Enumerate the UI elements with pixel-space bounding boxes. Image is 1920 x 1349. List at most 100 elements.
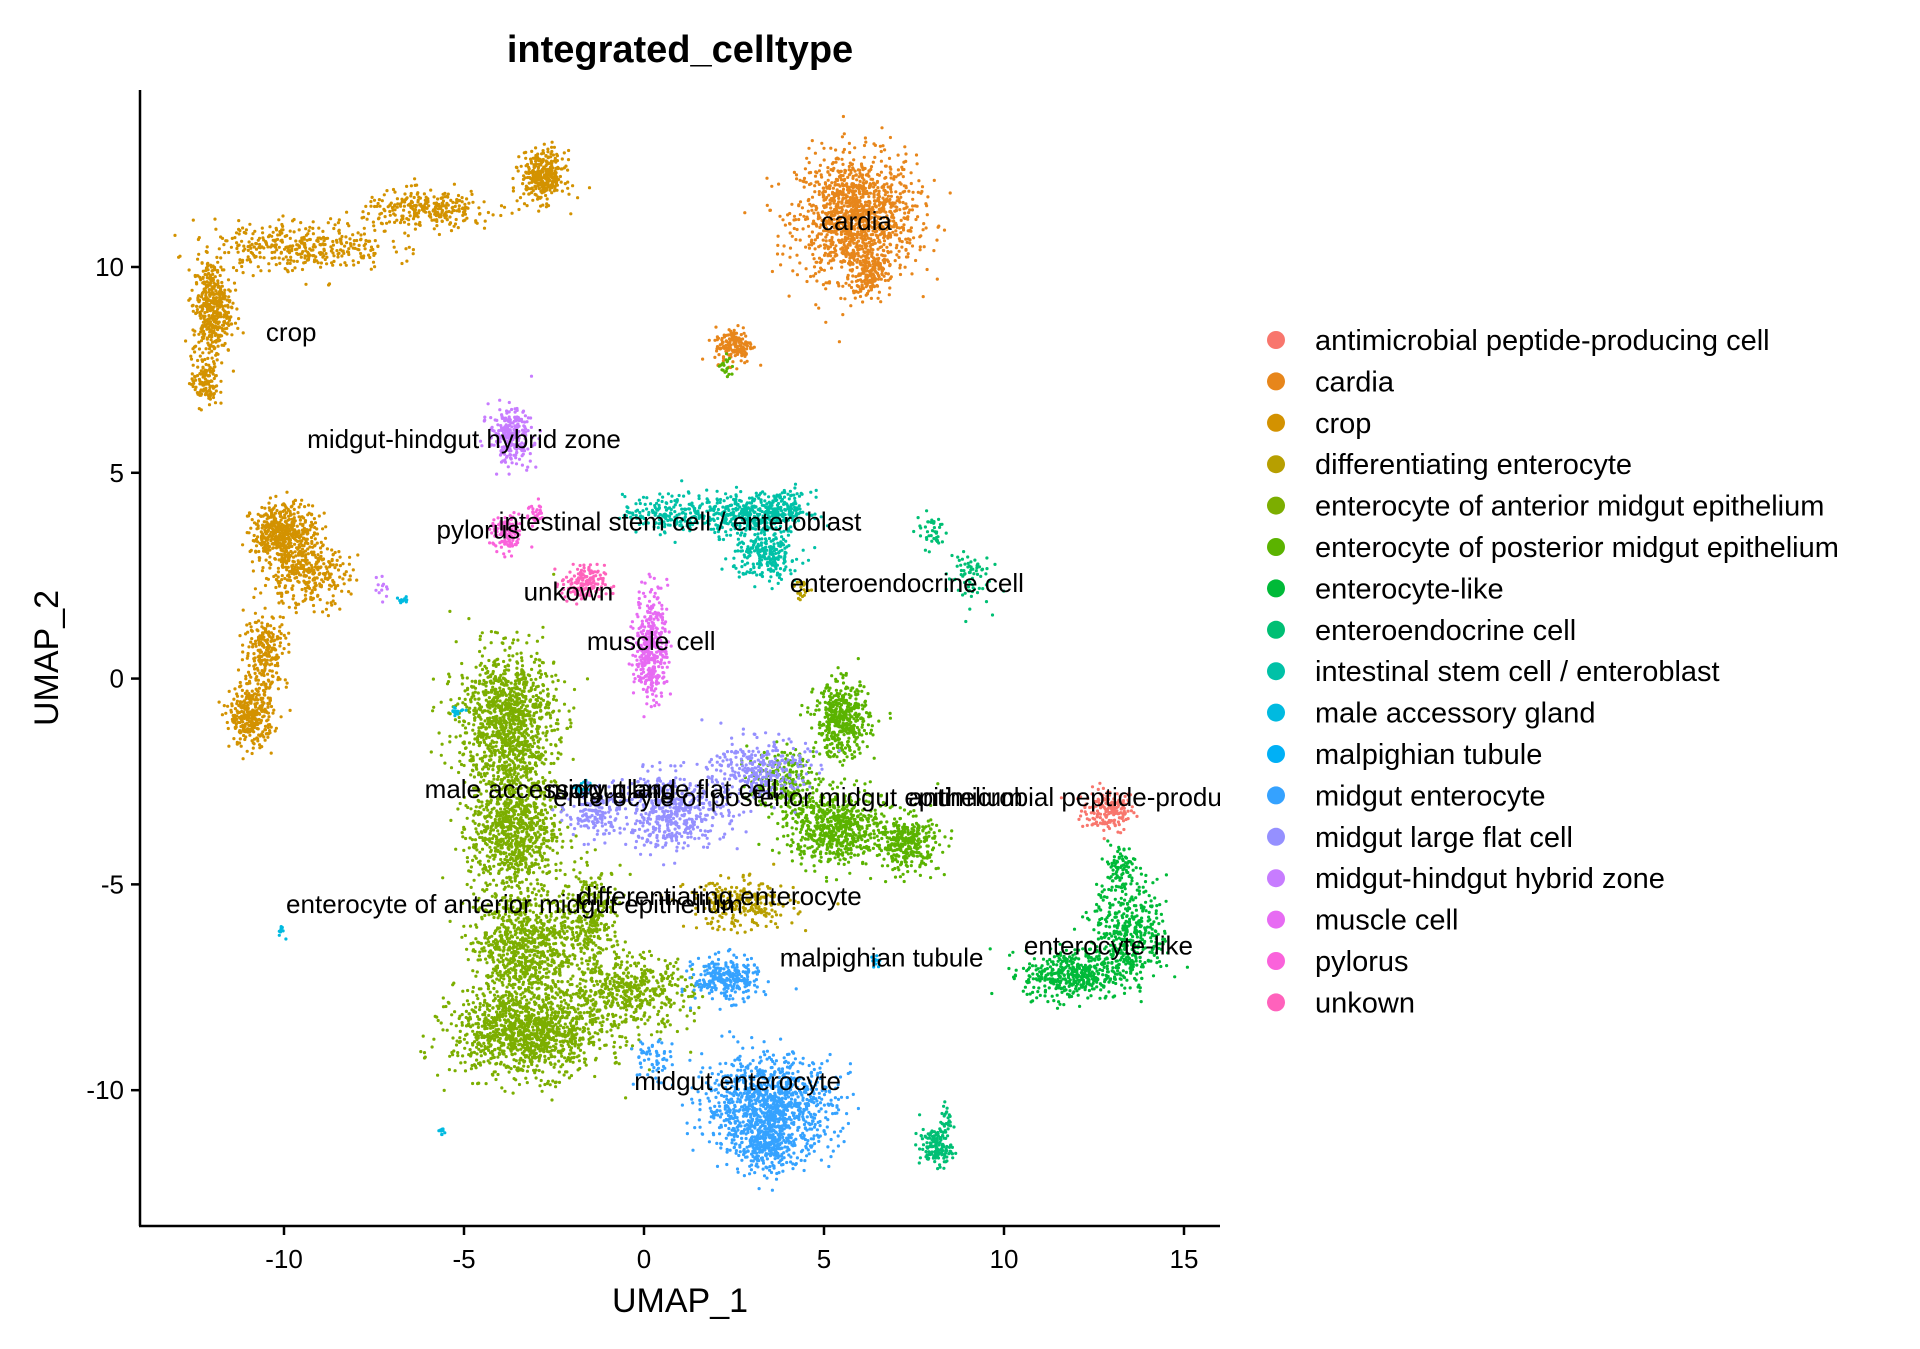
data-point [1126,809,1130,813]
data-point [303,574,307,578]
data-point [298,239,302,243]
data-point [837,284,841,288]
data-point [373,228,377,232]
data-point [407,222,411,226]
data-point [373,239,377,243]
data-point [228,289,232,293]
data-point [822,146,826,150]
data-point [287,540,291,544]
data-point [405,184,409,188]
data-point [413,177,417,181]
data-point [369,200,373,204]
data-point [272,643,276,647]
data-point [849,285,854,290]
data-point [537,169,541,173]
data-point [271,711,275,715]
data-point [240,658,244,662]
data-point [262,663,266,667]
data-point [382,229,386,233]
data-point [840,135,845,139]
data-point [261,535,265,539]
data-point [213,401,218,405]
data-point [312,517,316,521]
data-point [734,345,738,349]
data-point [550,145,554,149]
data-point [325,601,329,605]
data-point [537,183,541,187]
data-point [856,278,860,283]
data-point [213,339,217,343]
data-point [798,261,802,265]
data-point [788,231,792,235]
data-point [273,521,277,525]
data-point [739,359,743,363]
data-point [1088,805,1092,810]
data-point [435,224,439,228]
data-point [889,194,894,198]
data-point [405,217,409,221]
data-point [386,205,390,209]
data-point [211,395,216,400]
data-point [837,170,841,174]
data-point [208,392,212,396]
data-point [261,715,265,719]
data-point [195,308,199,312]
data-point [817,169,822,173]
data-point [1107,812,1111,816]
data-point [832,194,837,198]
data-point [206,380,210,384]
data-point [845,195,849,199]
data-point [809,274,813,279]
data-point [269,704,274,709]
data-point [742,331,746,335]
data-point [822,194,826,198]
data-point [804,245,808,249]
data-point [191,363,195,367]
data-point [524,170,528,174]
data-point [834,148,838,152]
data-point [245,623,249,627]
data-point [298,518,302,522]
data-point [422,192,426,196]
data-point [798,213,803,217]
data-point [247,240,251,244]
data-point [790,202,794,206]
data-point [214,296,218,300]
data-point [745,347,749,351]
data-point [729,329,733,333]
data-point [836,157,841,161]
data-point [894,229,898,233]
data-point [198,354,202,358]
data-point [271,546,275,550]
data-point [855,178,859,182]
data-point [267,654,272,658]
data-point [827,280,832,284]
data-point [745,359,749,363]
data-point [313,245,317,249]
data-point [284,255,288,259]
data-point [191,218,195,222]
data-point [756,923,760,928]
data-point [403,192,407,196]
data-point [248,622,252,626]
data-point [295,243,299,247]
data-point [876,172,880,177]
data-point [289,258,293,262]
data-point [223,327,227,331]
data-point [863,234,867,238]
data-point [1090,792,1094,796]
data-point [1135,814,1139,819]
data-point [774,922,778,926]
data-point [814,204,818,209]
data-point [336,252,340,256]
data-point [260,709,264,714]
data-point [836,190,841,194]
data-point [212,376,216,381]
data-point [229,708,233,713]
data-point [388,209,392,214]
data-point [906,215,910,219]
data-point [883,176,887,180]
data-point [241,226,245,230]
data-point [247,645,251,649]
data-point [207,320,211,325]
